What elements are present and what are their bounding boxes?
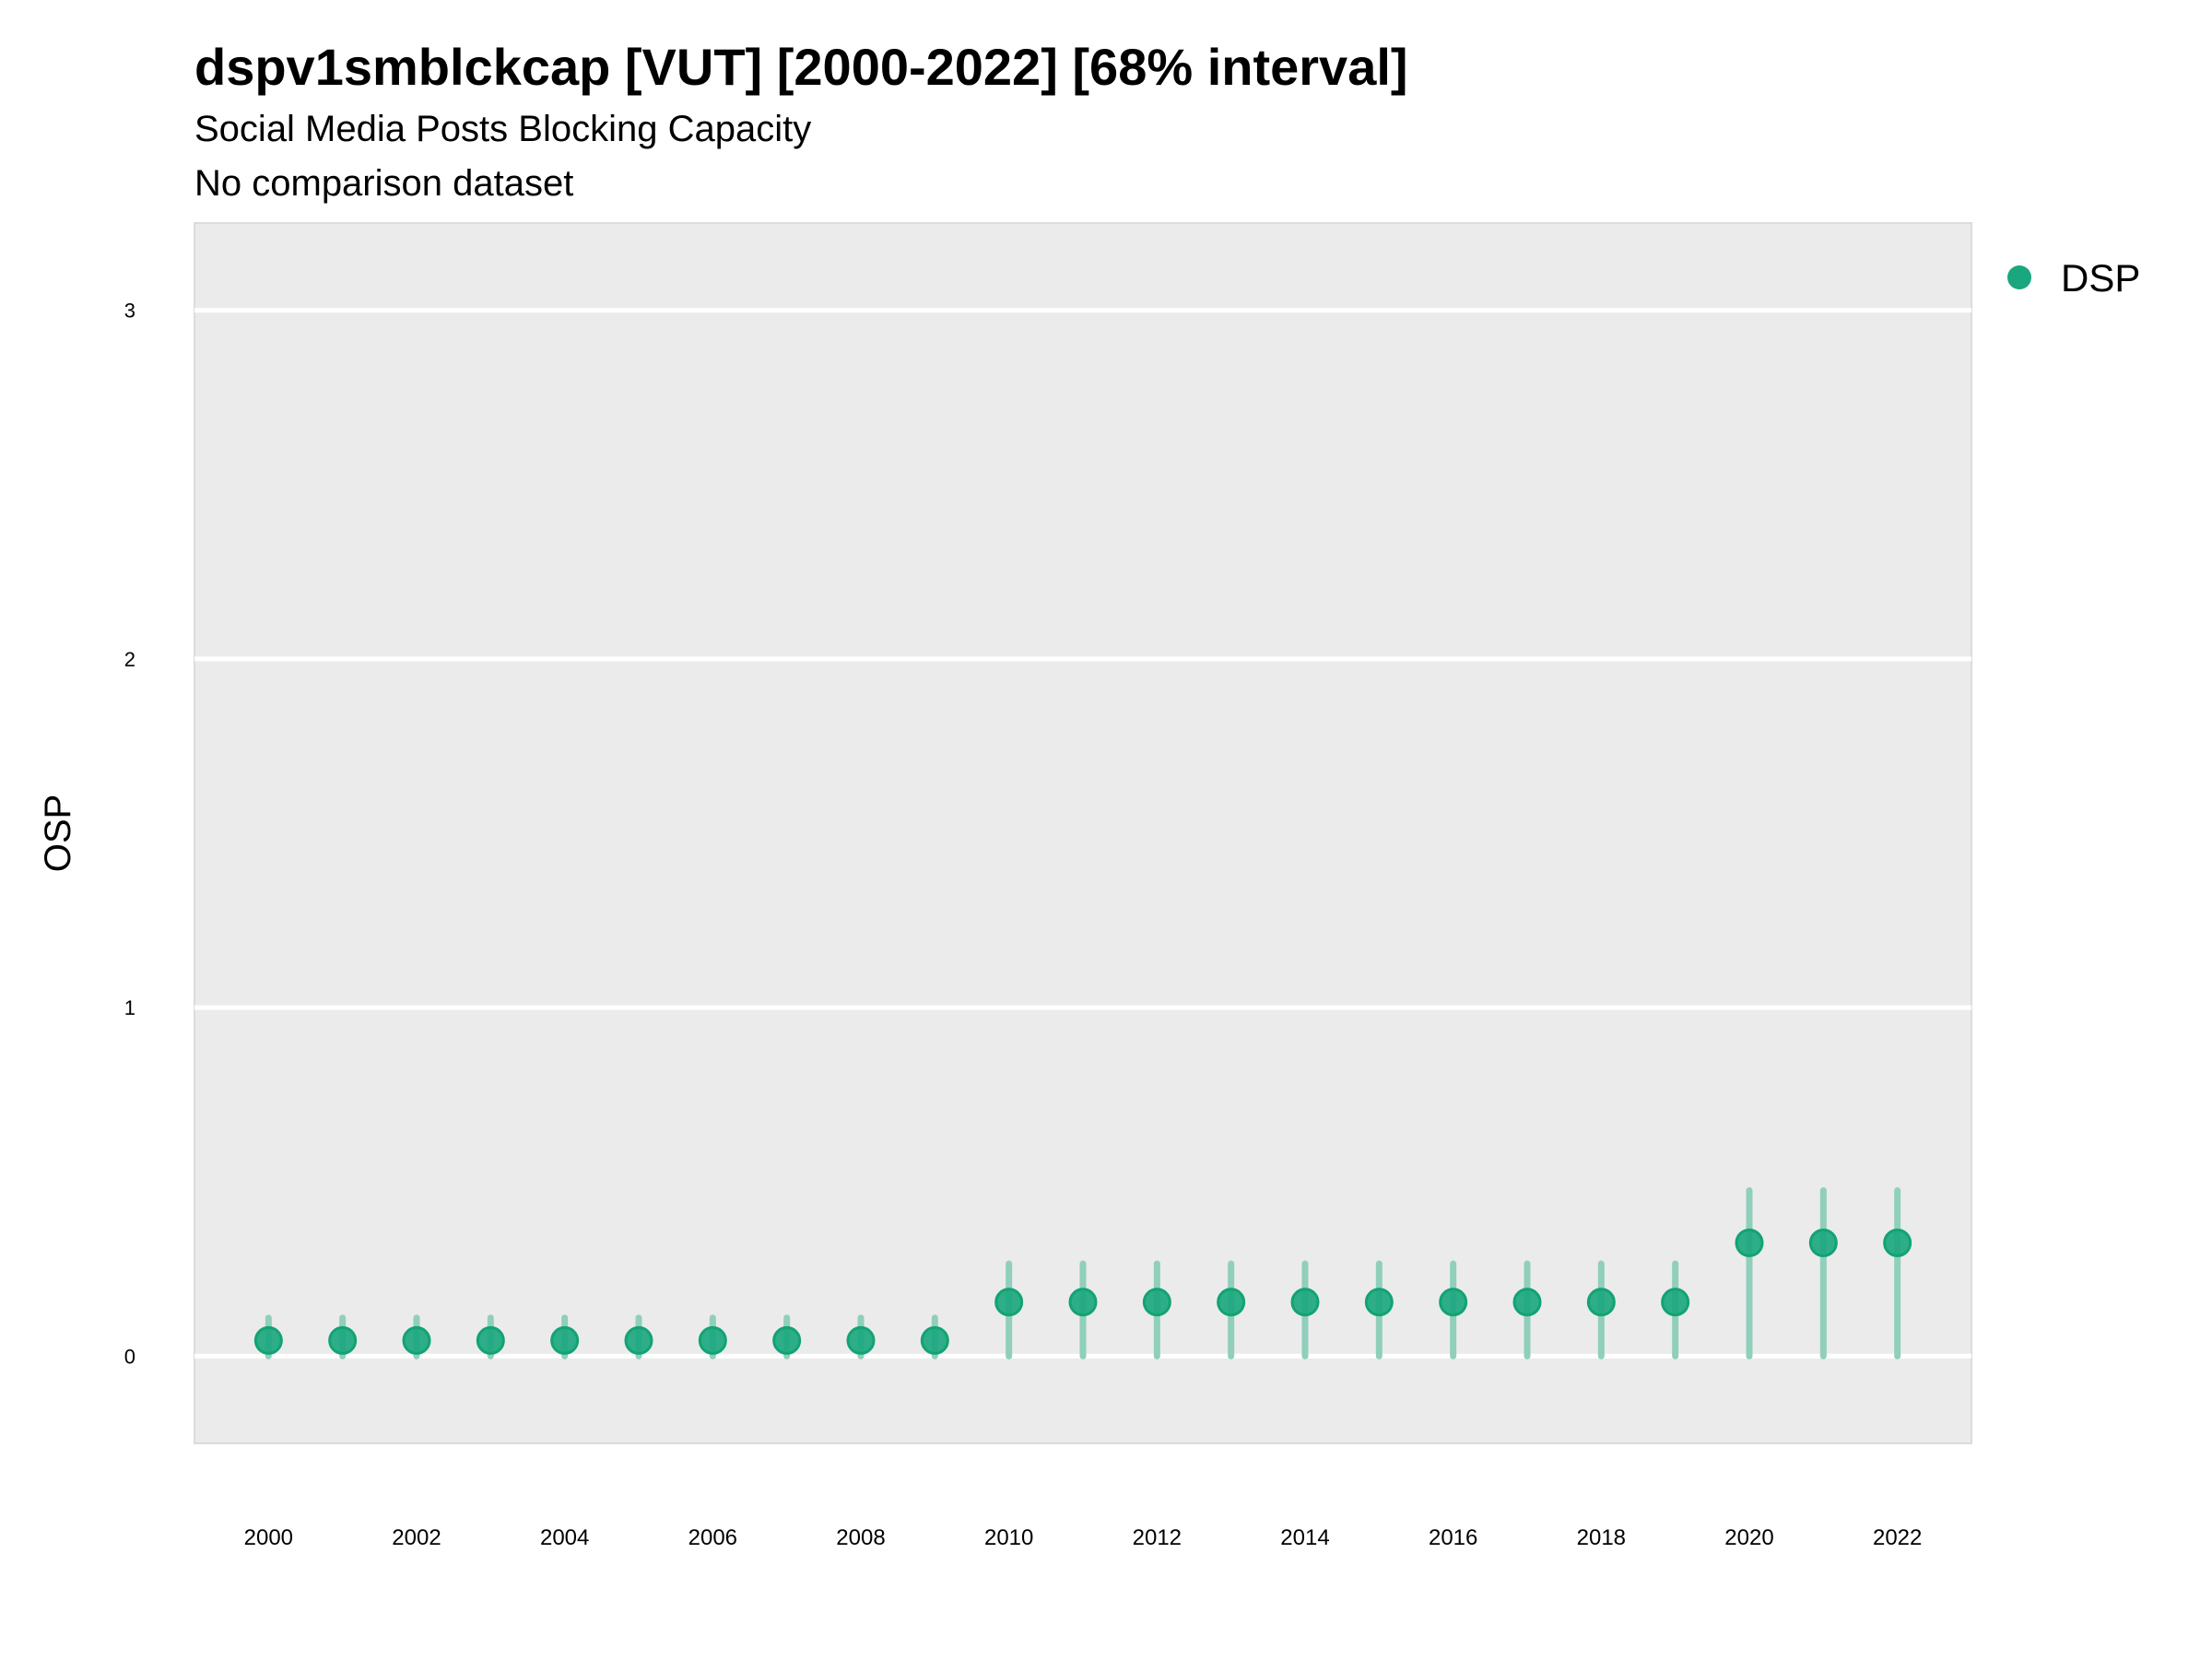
x-tick-label: 2000: [244, 1525, 293, 1550]
x-tick-label: 2014: [1280, 1525, 1329, 1550]
data-point: [1217, 1288, 1246, 1317]
data-point: [1586, 1288, 1616, 1317]
data-point: [1512, 1288, 1542, 1317]
data-point: [1290, 1288, 1320, 1317]
data-point: [624, 1325, 653, 1355]
data-point: [994, 1288, 1024, 1317]
data-point: [253, 1325, 283, 1355]
data-point: [476, 1325, 505, 1355]
y-tick-label: 3: [124, 300, 135, 323]
x-tick-label: 2012: [1133, 1525, 1182, 1550]
y-axis-ticks: 0 1 2 3: [124, 300, 135, 1369]
data-point: [1883, 1228, 1912, 1257]
x-tick-label: 2022: [1873, 1525, 1922, 1550]
x-axis-ticks: 2000 2002 2004 2006 2008 2010 2012 2014 2016 2018…: [244, 1525, 1923, 1550]
data-point: [1142, 1288, 1171, 1317]
legend-label: DSP: [2061, 256, 2140, 300]
data-point: [1661, 1288, 1690, 1317]
legend-marker: [2007, 265, 2031, 289]
x-tick-label: 2006: [688, 1525, 737, 1550]
x-tick-label: 2016: [1429, 1525, 1477, 1550]
data-point: [1735, 1228, 1764, 1257]
data-point: [1808, 1228, 1838, 1257]
y-axis-label: OSP: [38, 794, 78, 872]
x-tick-label: 2008: [836, 1525, 885, 1550]
chart-caption: No comparison dataset: [194, 163, 573, 204]
x-tick-label: 2010: [984, 1525, 1033, 1550]
x-tick-label: 2020: [1724, 1525, 1773, 1550]
data-point: [846, 1325, 876, 1355]
data-marks: [253, 1187, 1912, 1359]
y-tick-label: 0: [124, 1345, 135, 1368]
data-point: [698, 1325, 727, 1355]
data-point: [328, 1325, 358, 1355]
data-point: [1364, 1288, 1394, 1317]
chart-title: dspv1smblckcap [VUT] [2000-2022] [68% in…: [194, 38, 1408, 96]
x-tick-label: 2018: [1577, 1525, 1626, 1550]
y-tick-label: 2: [124, 648, 135, 671]
legend: DSP: [2007, 256, 2140, 300]
data-point: [402, 1325, 431, 1355]
y-tick-label: 1: [124, 996, 135, 1019]
data-point: [550, 1325, 580, 1355]
x-tick-label: 2002: [392, 1525, 441, 1550]
data-point: [772, 1325, 802, 1355]
x-tick-label: 2004: [540, 1525, 589, 1550]
data-point: [1068, 1288, 1098, 1317]
data-point: [1439, 1288, 1468, 1317]
chart-subtitle: Social Media Posts Blocking Capacity: [194, 109, 811, 149]
plot-panel: [194, 222, 1972, 1444]
data-point: [920, 1325, 949, 1355]
